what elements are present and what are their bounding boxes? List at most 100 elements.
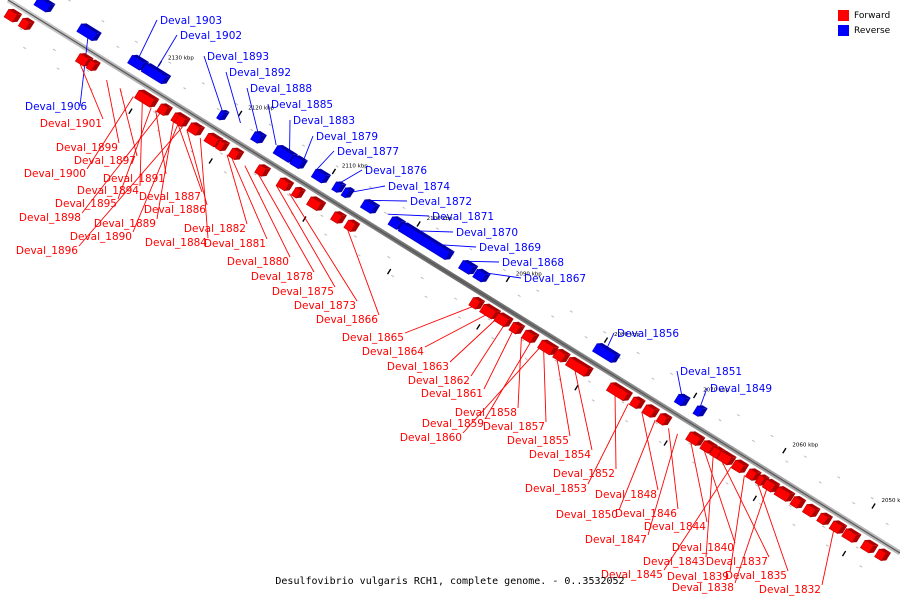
forward-gene-label: Deval_1891 — [103, 173, 165, 185]
forward-leader-line — [703, 450, 736, 544]
forward-gene-label: Deval_1844 — [644, 521, 706, 533]
reverse-gene-label: Deval_1871 — [432, 211, 494, 223]
minor-dash — [569, 310, 573, 313]
minor-dash — [855, 546, 859, 549]
forward-gene-label: Deval_1865 — [342, 332, 404, 344]
forward-gene-block — [744, 468, 762, 481]
reverse-leader-line — [79, 28, 90, 107]
forward-gene-block — [816, 512, 834, 526]
forward-leader-line — [289, 193, 358, 302]
forward-leader-line — [668, 428, 679, 510]
gene-blocks — [3, 0, 892, 562]
forward-gene-block — [85, 59, 101, 72]
reverse-leader-line — [338, 169, 363, 185]
minor-dash — [517, 294, 521, 297]
forward-leader-line — [404, 306, 473, 334]
minor-dash — [536, 289, 540, 292]
reverse-gene-label: Deval_1903 — [160, 15, 222, 27]
reverse-gene-label: Deval_1892 — [229, 67, 291, 79]
forward-leader-line — [587, 403, 629, 485]
tick-mark-lower — [128, 108, 133, 115]
reverse-gene-block — [419, 235, 455, 261]
genome-backbone — [6, 0, 900, 556]
minor-dash — [454, 297, 458, 300]
forward-leader-line — [86, 96, 134, 170]
minor-dash — [168, 61, 172, 64]
forward-leader-line — [257, 173, 315, 273]
forward-gene-block — [716, 450, 737, 466]
forward-gene-label: Deval_1880 — [227, 256, 289, 268]
minor-dash — [67, 0, 71, 2]
minor-dash — [457, 316, 461, 319]
forward-leader-line — [821, 530, 835, 586]
figure-caption: Desulfovibrio vulgaris RCH1, complete ge… — [275, 576, 625, 587]
minor-dash — [551, 315, 555, 318]
forward-leader-line — [543, 350, 547, 423]
forward-leader-line — [106, 79, 120, 144]
forward-gene-block — [655, 413, 673, 426]
reverse-gene-block — [310, 168, 332, 184]
forward-leader-line — [117, 107, 152, 200]
forward-gene-label: Deval_1896 — [16, 245, 78, 257]
forward-leader-line — [641, 411, 659, 491]
forward-gene-block — [552, 348, 571, 363]
minor-dash — [491, 337, 495, 340]
forward-leader-line — [618, 419, 656, 511]
reverse-gene-block — [359, 199, 381, 214]
forward-gene-block — [605, 382, 634, 402]
minor-dash — [335, 165, 339, 168]
forward-gene-block — [874, 548, 892, 562]
forward-gene-block — [173, 114, 191, 128]
tick-label: 2080 kbp — [614, 332, 640, 338]
minor-dash — [554, 359, 558, 363]
reverse-gene-label: Deval_1851 — [680, 366, 742, 378]
forward-gene-label: Deval_1886 — [144, 204, 206, 216]
forward-gene-block — [628, 396, 646, 410]
forward-gene-block — [493, 312, 514, 328]
reverse-gene-label: Deval_1877 — [337, 146, 399, 158]
forward-gene-block — [520, 329, 540, 344]
legend-item-reverse: Reverse — [838, 23, 890, 38]
forward-gene-block — [275, 177, 295, 192]
tick-label: 2060 kbp — [792, 443, 818, 449]
minor-dash — [870, 496, 874, 500]
reverse-gene-block — [692, 405, 708, 417]
forward-gene-label: Deval_1839 — [667, 571, 729, 583]
forward-gene-label: Deval_1901 — [40, 118, 102, 130]
reverse-gene-label: Deval_1856 — [617, 328, 679, 340]
label-leader-lines — [78, 19, 835, 586]
reverse-leader-line — [676, 370, 683, 397]
forward-gene-label: Deval_1853 — [525, 483, 587, 495]
forward-gene-block — [537, 339, 560, 356]
reverse-gene-label: Deval_1876 — [365, 165, 427, 177]
reverse-gene-block — [673, 393, 691, 407]
minor-dash — [153, 110, 157, 114]
forward-leader-line — [79, 63, 104, 120]
tick-mark-lower — [386, 268, 392, 275]
minor-dash — [736, 413, 740, 417]
reverse-gene-label: Deval_1869 — [479, 242, 541, 254]
minor-dash — [636, 351, 640, 355]
legend: Forward Reverse — [838, 8, 890, 38]
tick-mark — [505, 276, 511, 283]
forward-leader-line — [199, 137, 209, 239]
forward-gene-label: Deval_1850 — [556, 509, 618, 521]
reverse-gene-label: Deval_1893 — [207, 51, 269, 63]
tick-mark-lower — [208, 158, 213, 164]
reverse-gene-block — [33, 0, 56, 13]
legend-label-forward: Forward — [854, 10, 891, 21]
forward-leader-line — [231, 157, 268, 240]
forward-gene-block — [134, 89, 160, 108]
reverse-gene-label: Deval_1849 — [710, 383, 772, 395]
tick-mark-lower — [574, 384, 579, 391]
forward-leader-line — [449, 320, 495, 363]
forward-gene-label: Deval_1864 — [362, 346, 424, 358]
forward-gene-block — [156, 103, 173, 117]
minor-dash — [469, 248, 473, 251]
forward-gene-label: Deval_1837 — [706, 556, 768, 568]
forward-leader-line — [484, 342, 531, 420]
minor-dash — [219, 152, 224, 155]
minor-dash — [487, 318, 491, 321]
minor-dash — [420, 276, 424, 280]
